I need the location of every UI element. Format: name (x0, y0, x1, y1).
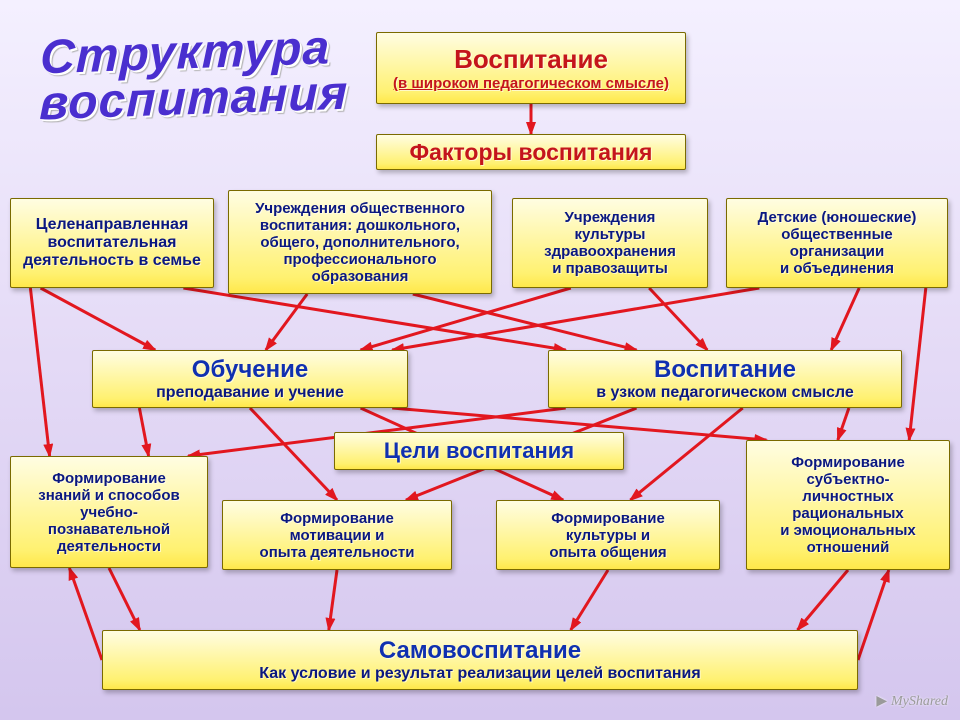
arrow-n_f2-n_learn (266, 294, 307, 350)
node-n_g1-line-2: учебно- (80, 504, 138, 521)
node-n_g1-line-3: познавательной (48, 521, 170, 538)
node-n_f1-line-0: Целенаправленная (36, 216, 189, 234)
arrow-n_f4-n_vosp2 (831, 288, 859, 350)
node-n_g4-line-4: и эмоциональных (780, 522, 916, 539)
node-n_factors: Факторы воспитания (376, 134, 686, 170)
arrow-n_f3-n_vosp2 (649, 288, 707, 350)
node-n_g4: Формированиесубъектно-личностныхрационал… (746, 440, 950, 570)
node-n_factors-line-0: Факторы воспитания (410, 139, 653, 166)
arrow-n_g4-n_self (798, 570, 848, 630)
node-n_f2-line-0: Учреждения общественного (255, 200, 465, 217)
node-n_f1-line-1: воспитательная (48, 234, 177, 252)
node-n_goals: Цели воспитания (334, 432, 624, 470)
node-n_f2-line-3: профессионального (283, 251, 436, 268)
node-n_vosp2: Воспитаниев узком педагогическом смысле (548, 350, 902, 408)
node-n_f2-line-2: общего, дополнительного, (260, 234, 459, 251)
node-n_f4: Детские (юношеские)общественныеорганизац… (726, 198, 948, 288)
node-n_g4-line-0: Формирование (791, 454, 905, 471)
node-n_g3-line-1: культуры и (566, 527, 650, 544)
arrow-n_f3-n_learn (361, 288, 571, 350)
arrow-n_f4-n_g4 (909, 288, 926, 440)
node-n_self: СамовоспитаниеКак условие и результат ре… (102, 630, 858, 690)
arrow-n_f1-n_g1 (30, 288, 49, 456)
watermark: ▶ MyShared (876, 692, 948, 710)
node-n_top: Воспитание(в широком педагогическом смыс… (376, 32, 686, 104)
arrow-n_g1-n_self (109, 568, 140, 630)
arrow-n_g3-n_self (571, 570, 608, 630)
node-n_g3-line-2: опыта общения (549, 544, 666, 561)
node-n_f2-line-1: воспитания: дошкольного, (260, 217, 460, 234)
node-n_f1-line-2: деятельность в семье (23, 252, 201, 270)
node-n_g4-line-1: субъектно- (806, 471, 889, 488)
node-n_g4-line-5: отношений (807, 539, 890, 556)
arrow-n_vosp2-n_g3 (630, 408, 742, 500)
node-n_learn-line-1: преподавание и учение (156, 384, 344, 402)
node-n_learn-line-0: Обучение (192, 356, 308, 384)
node-n_f4-line-3: и объединения (780, 260, 894, 277)
node-n_learn: Обучениепреподавание и учение (92, 350, 408, 408)
node-n_f1: Целенаправленнаявоспитательнаядеятельнос… (10, 198, 214, 288)
arrow-n_g2-n_self (329, 570, 337, 630)
node-n_top-line-0: Воспитание (454, 44, 608, 75)
node-n_vosp2-line-0: Воспитание (654, 356, 796, 384)
title-line2: воспитания (39, 66, 349, 130)
node-n_f2-line-4: образования (312, 268, 409, 285)
arrow-n_learn-n_g2 (250, 408, 337, 500)
node-n_vosp2-line-1: в узком педагогическом смысле (596, 384, 854, 402)
node-n_g1: Формированиезнаний и способовучебно-позн… (10, 456, 208, 568)
node-n_g3-line-0: Формирование (551, 510, 665, 527)
node-n_f3: Учреждениякультурыздравоохраненияи право… (512, 198, 708, 288)
node-n_f3-line-3: и правозащиты (552, 260, 668, 277)
node-n_g1-line-0: Формирование (52, 470, 166, 487)
node-n_g2-line-2: опыта деятельности (260, 544, 415, 561)
arrow-n_self-n_g1 (69, 568, 102, 660)
arrow-n_self-n_g4 (858, 570, 889, 660)
node-n_g1-line-4: деятельности (57, 538, 161, 555)
node-n_f4-line-0: Детские (юношеские) (758, 209, 917, 226)
diagram-title: Структура воспитания (39, 25, 349, 127)
node-n_top-line-1: (в широком педагогическом смысле) (393, 75, 669, 92)
arrow-n_f1-n_learn (41, 288, 156, 350)
arrow-n_vosp2-n_g4 (838, 408, 849, 440)
node-n_f4-line-2: организации (790, 243, 884, 260)
node-n_f3-line-1: культуры (575, 226, 646, 243)
arrow-n_f2-n_vosp2 (413, 294, 637, 350)
node-n_self-line-1: Как условие и результат реализации целей… (259, 665, 700, 683)
node-n_g4-line-2: личностных (802, 488, 893, 505)
arrow-n_learn-n_g1 (139, 408, 148, 456)
node-n_f4-line-1: общественные (781, 226, 893, 243)
node-n_goals-line-0: Цели воспитания (384, 438, 574, 464)
node-n_f3-line-2: здравоохранения (544, 243, 676, 260)
node-n_g1-line-1: знаний и способов (38, 487, 179, 504)
node-n_f3-line-0: Учреждения (565, 209, 656, 226)
node-n_g2-line-0: Формирование (280, 510, 394, 527)
node-n_g2-line-1: мотивации и (290, 527, 385, 544)
node-n_g4-line-3: рациональных (792, 505, 903, 522)
node-n_g3: Формированиекультуры иопыта общения (496, 500, 720, 570)
node-n_self-line-0: Самовоспитание (379, 637, 581, 665)
arrow-n_f1-n_vosp2 (183, 288, 565, 350)
node-n_g2: Формированиемотивации иопыта деятельност… (222, 500, 452, 570)
node-n_f2: Учреждения общественноговоспитания: дошк… (228, 190, 492, 294)
arrow-n_f4-n_learn (392, 288, 759, 350)
